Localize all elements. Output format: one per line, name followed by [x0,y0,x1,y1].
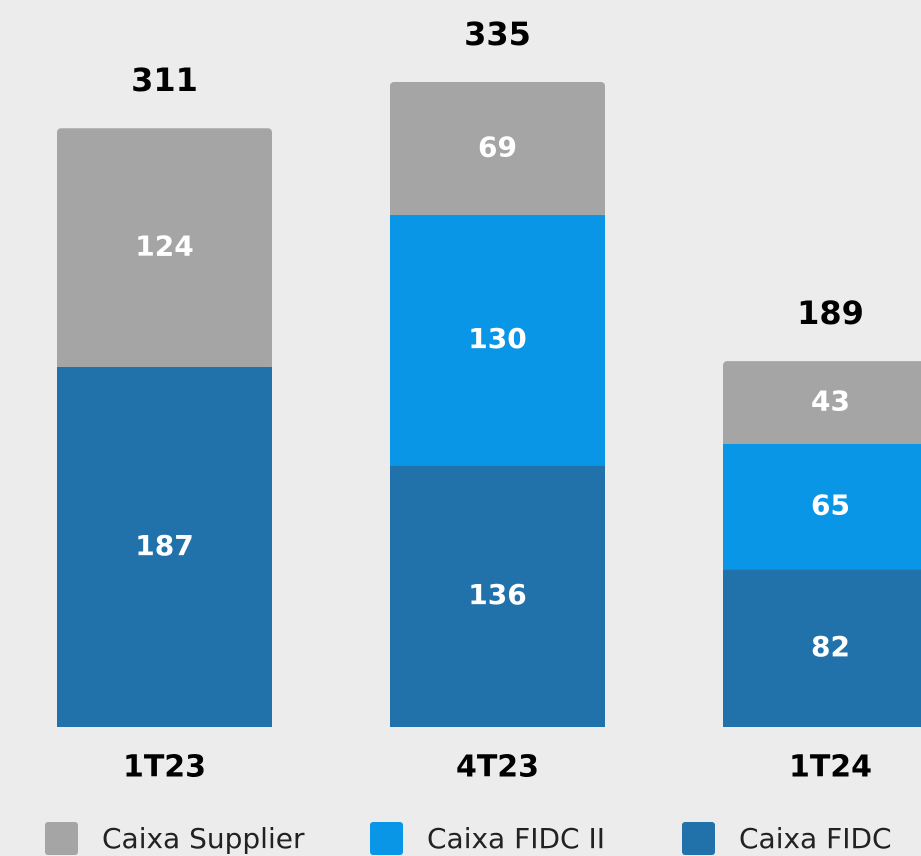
legend-label: Caixa FIDC II [427,822,605,855]
value-label: 69 [478,130,517,163]
x-tick-label: 1T23 [123,750,206,785]
total-label: 189 [797,294,864,332]
value-label: 187 [135,529,193,562]
legend-label: Caixa Supplier [102,822,305,855]
legend-swatch [682,822,715,855]
bar-segment [723,569,921,727]
value-label: 65 [811,489,850,522]
bar-segment [390,465,605,727]
value-label: 82 [811,630,850,663]
legend-swatch [370,822,403,855]
x-tick-label: 4T23 [456,750,539,785]
bar-segment-corner-fill [723,367,921,444]
value-label: 43 [811,385,850,418]
bar-segment [723,443,921,570]
bar-segment [390,214,605,466]
legend-swatch [45,822,78,855]
bar-segment [57,366,272,727]
value-label: 130 [468,322,526,355]
total-label: 311 [131,61,198,99]
x-tick-label: 1T24 [789,750,872,785]
value-label: 136 [468,578,526,611]
value-label: 124 [135,230,193,263]
bar-segment-corner-fill [390,88,605,215]
legend-label: Caixa FIDC [739,822,892,855]
total-label: 335 [464,15,531,53]
bar-segment-corner-fill [57,134,272,367]
